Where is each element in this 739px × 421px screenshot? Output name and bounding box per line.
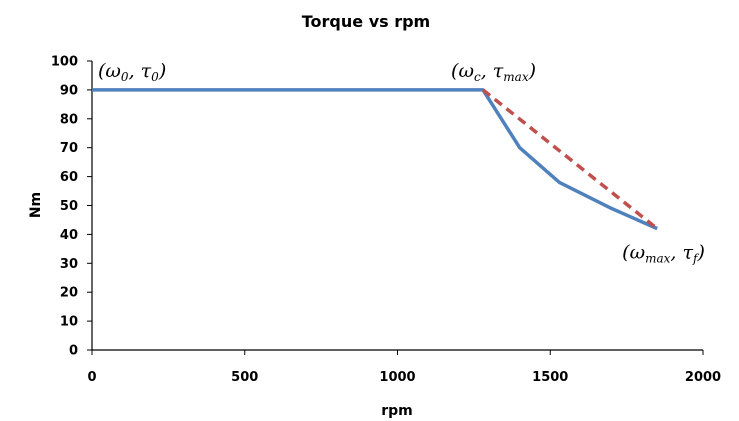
annotations: (ω0, τ0) (ωc, τmax) (ωmax, τf): [98, 60, 705, 266]
y-tick-label: 50: [60, 199, 78, 214]
axes: [91, 61, 703, 351]
annotation-end: (ωmax, τf): [622, 242, 705, 266]
x-tick-label: 1000: [379, 370, 415, 385]
y-tick-label: 30: [60, 257, 78, 272]
y-tick-label: 70: [60, 141, 78, 156]
x-tick-label: 0: [87, 370, 96, 385]
x-ticks: 0 500 1000 1500 2000: [87, 350, 721, 385]
y-tick-label: 60: [60, 170, 78, 185]
y-tick-label: 10: [60, 315, 78, 330]
x-axis-label: rpm: [381, 403, 413, 419]
y-tick-label: 0: [69, 344, 78, 359]
y-tick-label: 80: [60, 112, 78, 127]
annotation-start: (ω0, τ0): [98, 60, 166, 84]
y-tick-label: 40: [60, 228, 78, 243]
dashed-linear-segment: [481, 88, 659, 230]
y-tick-label: 20: [60, 286, 78, 301]
series-layer: [92, 88, 659, 231]
y-ticks: 0 10 20 30 40 50 60 70 80 90 100: [51, 55, 92, 359]
y-tick-label: 100: [51, 55, 78, 70]
y-axis-label: Nm: [28, 192, 44, 218]
chart-title: Torque vs rpm: [302, 12, 430, 31]
torque-curve-line: [92, 88, 658, 231]
annotation-corner: (ωc, τmax): [451, 60, 536, 84]
x-tick-label: 2000: [685, 370, 721, 385]
y-tick-label: 90: [60, 83, 78, 98]
x-tick-label: 1500: [532, 370, 568, 385]
x-tick-label: 500: [231, 370, 258, 385]
